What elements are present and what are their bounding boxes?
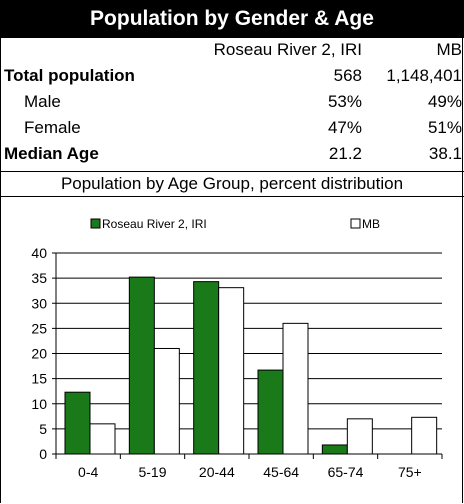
bar-region: [64, 391, 91, 455]
stat-value-province: 49%: [427, 92, 462, 111]
legend-swatch: [350, 218, 361, 229]
stat-value-region: 47%: [327, 118, 362, 137]
bar-province: [346, 418, 373, 455]
y-tick-label: 35: [31, 270, 47, 286]
bar-region: [321, 444, 348, 455]
legend-label: Roseau River 2, IRI: [102, 217, 207, 231]
stat-label: Total population: [4, 66, 135, 85]
panel-title: Population by Gender & Age: [0, 0, 464, 38]
stat-row-median-age: Median Age 21.2 38.1: [0, 142, 464, 166]
column-header-region: Roseau River 2, IRI: [213, 40, 362, 59]
column-header-row: Roseau River 2, IRI MB: [0, 38, 464, 62]
stat-value-region: 53%: [327, 92, 362, 111]
y-tick-label: 20: [31, 346, 47, 362]
y-tick-label: 0: [39, 446, 47, 462]
column-header-province: MB: [436, 40, 463, 59]
stat-value-region: 21.2: [328, 144, 362, 163]
y-tick-label: 30: [31, 295, 47, 311]
bar-province: [282, 322, 309, 455]
x-tick-label: 0-4: [78, 464, 98, 480]
y-tick-label: 40: [31, 245, 47, 261]
stat-label: Male: [24, 92, 61, 111]
stat-row-total-population: Total population 568 1,148,401: [0, 64, 464, 88]
x-tick-label: 20-44: [199, 464, 235, 480]
x-tick-label: 65-74: [328, 464, 364, 480]
y-tick-label: 15: [31, 371, 47, 387]
x-tick-label: 75+: [398, 464, 422, 480]
divider-line: [0, 196, 464, 197]
chart-title: Population by Age Group, percent distrib…: [60, 174, 404, 193]
stat-value-province: 1,148,401: [386, 66, 462, 85]
y-tick-label: 5: [39, 421, 47, 437]
stat-row-female: Female 47% 51%: [0, 116, 464, 140]
stat-value-region: 568: [333, 66, 362, 85]
bar-region: [193, 281, 220, 455]
stat-value-province: 38.1: [428, 144, 462, 163]
stat-label: Female: [24, 118, 81, 137]
legend-swatch: [90, 218, 101, 229]
y-tick-label: 25: [31, 320, 47, 336]
stat-label: Median Age: [4, 144, 99, 163]
bar-province: [89, 423, 116, 455]
legend-label: MB: [362, 217, 380, 231]
bar-province: [153, 347, 180, 455]
stat-value-province: 51%: [427, 118, 462, 137]
y-tick-label: 10: [31, 396, 47, 412]
bar-province: [218, 287, 245, 455]
x-tick-label: 45-64: [263, 464, 299, 480]
bar-region: [257, 369, 284, 455]
bar-province: [411, 416, 438, 455]
divider-line: [0, 171, 464, 172]
stat-row-male: Male 53% 49%: [0, 90, 464, 114]
bar-region: [128, 276, 155, 455]
x-tick-label: 5-19: [138, 464, 166, 480]
